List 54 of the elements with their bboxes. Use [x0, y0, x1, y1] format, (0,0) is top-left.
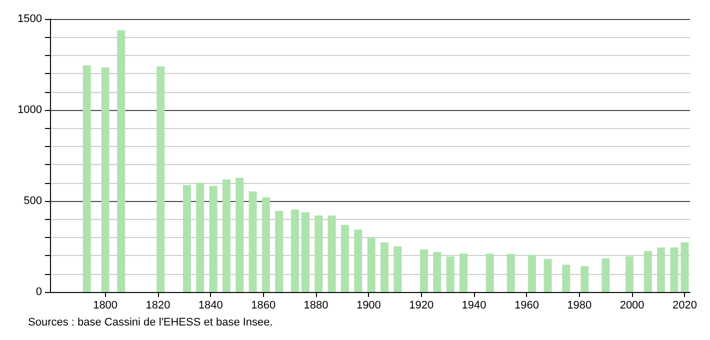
bar	[680, 242, 689, 292]
bar	[433, 252, 442, 292]
x-tick-label: 1940	[462, 300, 486, 312]
bar	[236, 178, 244, 292]
bar	[196, 182, 204, 292]
bar	[380, 242, 388, 292]
bar	[506, 254, 515, 292]
bar	[420, 249, 428, 292]
x-tick-label: 1800	[93, 300, 118, 312]
bar	[290, 210, 299, 292]
bar	[544, 258, 552, 292]
bar	[340, 225, 349, 292]
bar	[101, 67, 110, 292]
x-tick-label: 1920	[409, 300, 434, 312]
x-tick-label: 1960	[514, 300, 539, 312]
bar	[314, 216, 323, 292]
bar	[156, 66, 165, 292]
bar	[354, 230, 362, 292]
x-tick-label: 2000	[620, 300, 644, 312]
bar	[625, 256, 634, 292]
y-tick-label: 500	[24, 195, 42, 207]
bar	[644, 251, 652, 292]
x-tick-label: 1880	[304, 300, 328, 312]
bar	[301, 212, 310, 292]
y-tick-label: 0	[36, 286, 42, 298]
bar	[670, 247, 678, 292]
y-tick-label: 1500	[18, 13, 42, 25]
bar	[486, 254, 494, 292]
bar	[117, 30, 126, 292]
bar	[657, 247, 666, 292]
bar	[222, 180, 230, 292]
x-tick-label: 1900	[356, 300, 381, 312]
y-tick-label: 1000	[18, 104, 42, 116]
x-tick-label: 1820	[146, 300, 170, 312]
x-tick-label: 1860	[251, 300, 276, 312]
bar	[328, 216, 336, 292]
x-tick-label: 2020	[672, 300, 697, 312]
source-note: Sources : base Cassini de l'EHESS et base Insee.	[28, 316, 273, 328]
bar	[394, 246, 402, 292]
bar	[209, 186, 218, 292]
bar	[367, 238, 376, 292]
bar	[602, 258, 610, 292]
x-tick-label: 1840	[198, 300, 223, 312]
bar	[82, 65, 91, 292]
bar	[562, 264, 570, 292]
bar	[528, 254, 536, 292]
bar	[182, 184, 191, 292]
bar	[580, 266, 589, 292]
x-tick-label: 1980	[567, 300, 592, 312]
bar	[446, 256, 454, 292]
bar	[275, 210, 284, 292]
bar	[460, 254, 468, 292]
bar	[262, 197, 270, 292]
bar	[248, 191, 257, 292]
